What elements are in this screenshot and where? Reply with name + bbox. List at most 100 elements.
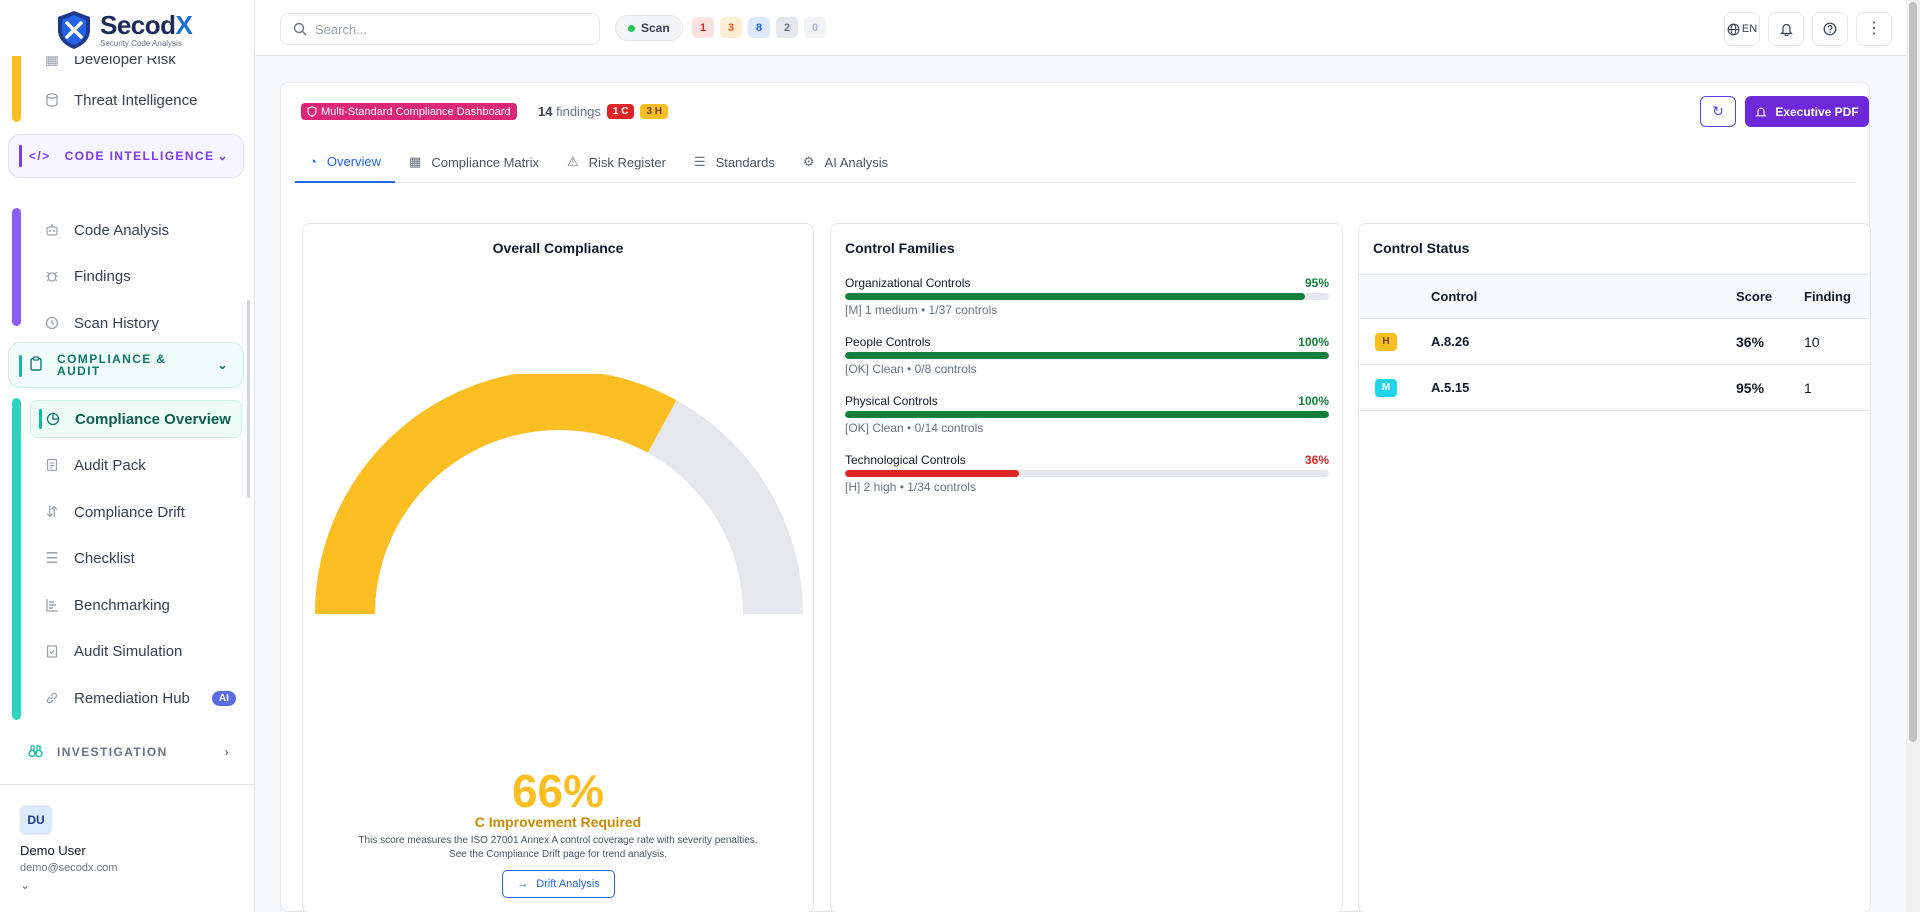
chevron-down-icon[interactable]: ⌄ bbox=[20, 878, 31, 892]
control-status-panel: Control Status Control Score Finding H A.… bbox=[1358, 223, 1871, 912]
tab-compliance-matrix[interactable]: ▦ Compliance Matrix bbox=[395, 141, 553, 183]
severity-pill: H bbox=[1375, 332, 1397, 351]
sidebar-item-label: Scan History bbox=[74, 314, 160, 332]
sidebar-item-compliance-drift[interactable]: ⇵ Compliance Drift bbox=[30, 493, 242, 531]
list-icon: ☰ bbox=[45, 550, 59, 567]
compliance-grade: C Improvement Required bbox=[474, 814, 642, 830]
sidebar-item-label: Remediation Hub bbox=[74, 689, 190, 707]
sidebar-scrollbar[interactable] bbox=[247, 300, 250, 498]
clipboard-icon bbox=[29, 356, 43, 374]
tab-bar: ◔ Overview ▦ Compliance Matrix ⚠ Risk Re… bbox=[295, 141, 1855, 183]
sidebar-item-compliance-overview[interactable]: Compliance Overview bbox=[30, 400, 242, 438]
medium-count[interactable]: 8 bbox=[748, 17, 770, 38]
family-item[interactable]: Organizational Controls 95% [M] 1 medium •… bbox=[845, 276, 1329, 317]
low-count[interactable]: 2 bbox=[776, 17, 798, 38]
table-header-row: Control Score Finding bbox=[1359, 274, 1870, 319]
scan-button[interactable]: Scan bbox=[615, 15, 683, 41]
tab-ai-analysis[interactable]: ⚙ AI Analysis bbox=[789, 141, 902, 183]
control-cell: A.8.26 bbox=[1431, 318, 1736, 365]
user-name: Demo User bbox=[20, 843, 86, 858]
help-button[interactable] bbox=[1812, 12, 1848, 46]
search-box[interactable] bbox=[280, 13, 600, 45]
top-actions: EN ⋮ bbox=[1724, 12, 1892, 46]
warning-icon: ⚠ bbox=[567, 154, 579, 169]
findings-label: findings bbox=[556, 104, 601, 119]
table-row[interactable]: M A.5.15 95% 1 bbox=[1359, 364, 1870, 411]
score-description: This score measures the ISO 27001 Annex … bbox=[333, 834, 783, 862]
family-progress-bar bbox=[845, 470, 1329, 477]
sidebar-item-checklist[interactable]: ☰ Checklist bbox=[30, 539, 242, 577]
family-item[interactable]: People Controls 100% [OK] Clean • 0/8 cont… bbox=[845, 335, 1329, 376]
tab-standards[interactable]: ☰ Standards bbox=[680, 141, 789, 183]
sidebar-item-scan-history[interactable]: Scan History bbox=[30, 304, 242, 342]
search-input[interactable] bbox=[315, 21, 575, 37]
severity-cell: M bbox=[1359, 364, 1431, 411]
findings-summary: 14 findings 1 C 3 H bbox=[538, 103, 669, 120]
sidebar-item-findings[interactable]: Findings bbox=[30, 257, 242, 295]
sidebar-item-benchmarking[interactable]: Benchmarking bbox=[30, 586, 242, 624]
search-icon bbox=[293, 22, 307, 36]
sidebar-item-label: Compliance Drift bbox=[74, 503, 185, 521]
family-progress-fill bbox=[845, 411, 1329, 418]
family-detail: [OK] Clean • 0/14 controls bbox=[845, 421, 984, 435]
family-progress-bar bbox=[845, 352, 1329, 359]
sidebar-item-audit-simulation[interactable]: Audit Simulation bbox=[30, 632, 242, 670]
section-compliance-audit[interactable]: COMPLIANCE & AUDIT ⌄ bbox=[8, 342, 244, 388]
family-item[interactable]: Technological Controls 36% [H] 2 high • 1/… bbox=[845, 453, 1329, 494]
user-profile[interactable]: DU Demo User demo@secodx.com ⌄ bbox=[0, 784, 254, 912]
robot-icon: ⚙ bbox=[802, 154, 815, 169]
sidebar-item-threat-intelligence[interactable]: Threat Intelligence bbox=[30, 81, 242, 119]
section-investigation[interactable]: INVESTIGATION › bbox=[8, 732, 244, 772]
table-row[interactable]: H A.8.26 36% 10 bbox=[1359, 318, 1870, 365]
page-scrollbar[interactable] bbox=[1906, 0, 1920, 912]
language-label: EN bbox=[1741, 23, 1758, 35]
score-column-header: Score bbox=[1736, 274, 1804, 319]
compliance-gauge bbox=[315, 374, 803, 615]
status-dot-icon bbox=[628, 24, 635, 32]
code-icon: </> bbox=[29, 149, 51, 163]
tab-overview[interactable]: ◔ Overview bbox=[295, 141, 396, 183]
shield-icon bbox=[307, 106, 317, 117]
family-name: People Controls bbox=[845, 335, 931, 349]
executive-pdf-button[interactable]: Executive PDF bbox=[1745, 96, 1869, 127]
sidebar-item-label: Checklist bbox=[74, 549, 135, 567]
sidebar-item-developer-risk[interactable]: ▦ Developer Risk bbox=[30, 56, 242, 78]
refresh-button[interactable]: ↻ bbox=[1700, 96, 1736, 127]
family-percent: 36% bbox=[1304, 453, 1329, 467]
chevron-down-icon: ⌄ bbox=[217, 149, 229, 163]
tab-risk-register[interactable]: ⚠ Risk Register bbox=[553, 141, 680, 183]
section-accent-bar bbox=[12, 208, 21, 326]
drift-analysis-button[interactable]: → Drift Analysis bbox=[502, 870, 615, 898]
more-menu-button[interactable]: ⋮ bbox=[1856, 12, 1892, 46]
high-count[interactable]: 3 bbox=[720, 17, 742, 38]
family-percent: 100% bbox=[1298, 394, 1329, 408]
arrows-updown-icon: ⇵ bbox=[45, 504, 59, 521]
family-detail: [OK] Clean • 0/8 controls bbox=[845, 362, 977, 376]
sidebar-nav[interactable]: ▦ Developer Risk Threat Intelligence </>… bbox=[0, 56, 252, 784]
sidebar: SecodX Security Code Analysis ▦ Develope… bbox=[0, 0, 255, 912]
shield-logo-icon bbox=[58, 11, 90, 49]
avatar: DU bbox=[20, 805, 52, 835]
notifications-button[interactable] bbox=[1768, 12, 1804, 46]
sidebar-item-audit-pack[interactable]: Audit Pack bbox=[30, 446, 242, 484]
dashboard-badge-label: Multi-Standard Compliance Dashboard bbox=[321, 105, 511, 118]
globe-icon bbox=[1727, 23, 1740, 35]
brand-logo[interactable]: SecodX Security Code Analysis bbox=[56, 8, 193, 52]
family-header: Physical Controls 100% bbox=[845, 394, 1329, 408]
severity-cell: H bbox=[1359, 318, 1431, 365]
critical-count[interactable]: 1 bbox=[692, 17, 714, 38]
section-code-intelligence[interactable]: </> CODE INTELLIGENCE ⌄ bbox=[8, 134, 244, 178]
family-item[interactable]: Physical Controls 100% [OK] Clean • 0/14 c… bbox=[845, 394, 1329, 435]
info-count[interactable]: 0 bbox=[804, 17, 826, 38]
sidebar-item-code-analysis[interactable]: Code Analysis bbox=[30, 211, 242, 249]
section-accent-bar bbox=[12, 56, 21, 122]
score-cell: 95% bbox=[1736, 364, 1804, 411]
section-label: INVESTIGATION bbox=[57, 745, 168, 759]
language-button[interactable]: EN bbox=[1724, 12, 1760, 46]
page-scrollbar-thumb[interactable] bbox=[1909, 2, 1917, 742]
sidebar-item-remediation-hub[interactable]: Remediation Hub AI bbox=[30, 679, 242, 717]
section-marker bbox=[19, 355, 22, 377]
help-icon bbox=[1823, 22, 1837, 36]
section-label: CODE INTELLIGENCE bbox=[64, 149, 215, 163]
critical-badge: 1 C bbox=[606, 104, 635, 119]
